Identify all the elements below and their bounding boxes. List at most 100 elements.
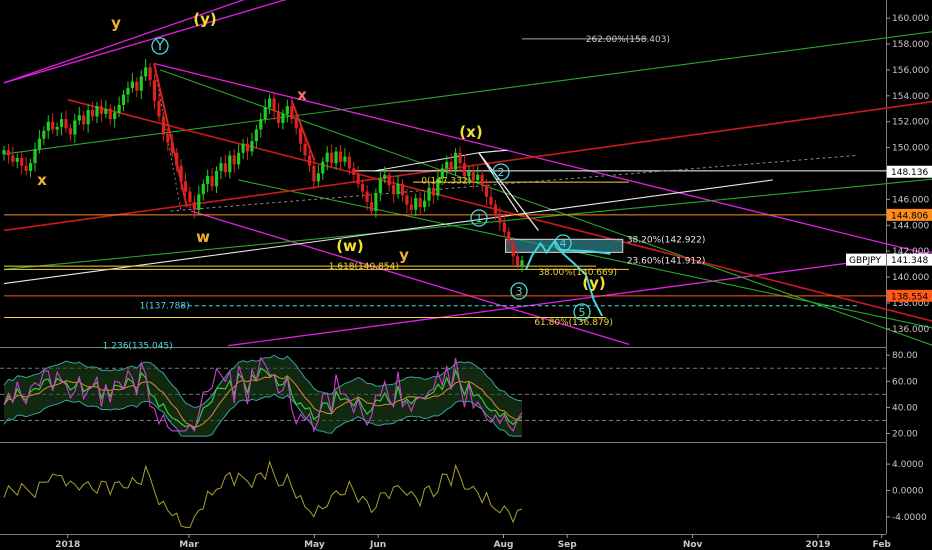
candle-body [51,121,55,130]
candle-body [290,106,294,120]
fib-level-label: 61.80%(136.879) [534,318,613,328]
candle-body [480,174,484,186]
green-channel-upper [3,31,932,155]
candle-body [214,170,219,187]
candle-body [59,119,64,127]
candle-body [250,141,254,152]
candle-body [104,108,108,114]
wave-label-circle [510,282,528,300]
wave-line [478,149,508,154]
candle-body [431,187,436,196]
price-tick-label: 160.000 [892,14,929,24]
time-tick-label: Mar [179,540,199,550]
candle-body [166,134,170,143]
candle-body [312,165,316,182]
axis-layer: 136.000 138.000 140.000 142.000 144.000 146.0… [55,14,932,550]
candle-body [170,142,174,153]
candle-body [11,155,15,162]
time-tick-label: Jun [369,540,386,550]
green-channel-lower [3,178,932,270]
price-tick-label: 150.000 [892,144,929,154]
candle-body [20,157,24,166]
candle-body [338,151,343,162]
candle-body [228,155,232,173]
candle-body [414,198,418,210]
rsi-tick-label: 40.00 [892,403,918,413]
candle-body [179,165,183,182]
candle-body [130,81,134,89]
candle-body [321,161,325,174]
candle-body [232,155,236,165]
candle-body [152,80,157,101]
candle-body [90,110,95,117]
candle-body [6,150,11,156]
projected-wave-path [525,239,604,317]
candle-body [206,176,210,184]
candle-body [453,152,458,170]
fib-level-label: 262.00%(158.403) [586,35,670,45]
fib-level-label: 1(137.788) [140,302,190,312]
time-tick-label: Aug [494,540,514,550]
candle-body [237,152,241,165]
candle-body [183,181,188,192]
candle-body [502,222,506,232]
projected-wave-path [558,248,611,255]
candle-body [422,200,427,208]
magenta-channel-mid [153,62,932,256]
candle-body [507,231,511,244]
candle-body [272,98,276,112]
candle-body [440,168,444,179]
magenta-channel-base [227,251,932,347]
green-channel-line [238,179,932,329]
candle-body [405,195,409,205]
grid-layer [0,0,887,535]
fib-level-label: 1.618(140.854) [329,262,399,272]
rsi-lower-band [3,393,522,437]
candle-body [148,67,152,81]
wave-label: x [37,171,47,189]
candle-body [77,115,81,121]
candle-body [55,126,59,130]
time-tick-label: Nov [683,540,703,550]
candle-body [476,174,480,180]
wave-label-circle [492,163,510,181]
candle-body [467,170,471,177]
candle-body [334,151,338,164]
rsi-signal-line [3,367,523,431]
candle-body [263,107,267,120]
candle-body [449,161,453,170]
candle-body [86,110,90,125]
candle-body [254,129,258,142]
price-tag-label: 141.348 [891,256,928,266]
candle-body [307,155,312,166]
candle-body [223,163,227,173]
fib-level-label: 38.20%(142.922) [627,236,706,246]
candle-body [276,111,281,124]
candle-body [126,88,130,95]
rsi-tick-label: 60.00 [892,377,918,387]
price-tick-label: 154.000 [892,92,929,102]
wave-label: 2 [498,166,505,179]
time-tick-label: May [304,540,325,550]
red-channel-mid [67,98,932,322]
wave-label: x [297,86,307,104]
momentum-tick-label: 0.0000 [892,486,924,496]
rsi-band-fill [4,355,522,437]
candle-body [409,204,413,210]
wave-line [478,152,539,231]
wave-label: 3 [516,285,523,298]
candle-body [343,156,347,162]
candle-body [281,113,285,124]
candle-body [42,130,46,139]
candle-body [157,100,161,117]
symbol-tag-label: GBPJPY [849,256,881,266]
price-tag-label: 138.554 [891,292,928,302]
candle-body [73,120,77,135]
wave-label-circle [151,37,169,55]
price-tick-label: 144.000 [892,221,929,231]
price-tick-label: 138.000 [892,299,929,309]
candle-body [299,128,303,144]
candle-body [330,152,334,164]
candle-body [219,163,223,171]
